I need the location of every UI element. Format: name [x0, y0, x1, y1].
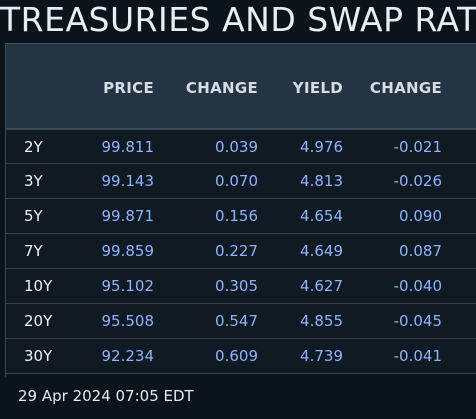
price-change-value: 0.070: [215, 172, 258, 190]
price-value: 99.871: [101, 207, 155, 225]
table-body: 2Y 99.811 0.039 4.976 -0.021 3Y 99.143 0…: [6, 129, 476, 374]
column-header-price: PRICE: [103, 79, 154, 97]
yield-value: 4.627: [300, 277, 343, 295]
table-row: 30Y 92.234 0.609 4.739 -0.041: [6, 339, 476, 374]
price-value: 99.143: [101, 172, 155, 190]
price-change-value: 0.156: [215, 207, 258, 225]
price-value: 99.859: [101, 242, 155, 260]
yield-value: 4.649: [300, 242, 343, 260]
yield-value: 4.654: [300, 207, 343, 225]
yield-change-value: -0.021: [393, 138, 442, 156]
price-value: 92.234: [101, 347, 155, 365]
tenor-label: 30Y: [24, 347, 53, 365]
price-change-value: 0.039: [215, 138, 258, 156]
price-value: 95.508: [101, 312, 155, 330]
price-change-value: 0.609: [215, 347, 258, 365]
yield-value: 4.855: [300, 312, 343, 330]
timestamp: 29 Apr 2024 07:05 EDT: [18, 387, 194, 405]
table-header: PRICE CHANGE YIELD CHANGE: [6, 43, 476, 129]
price-change-value: 0.305: [215, 277, 258, 295]
price-change-value: 0.547: [215, 312, 258, 330]
yield-value: 4.739: [300, 347, 343, 365]
yield-value: 4.813: [300, 172, 343, 190]
column-header-yield: YIELD: [292, 79, 343, 97]
table-row: 5Y 99.871 0.156 4.654 0.090: [6, 199, 476, 234]
yield-change-value: -0.040: [393, 277, 442, 295]
yield-value: 4.976: [300, 138, 343, 156]
tenor-label: 7Y: [24, 242, 43, 260]
rates-table: PRICE CHANGE YIELD CHANGE 2Y 99.811 0.03…: [5, 43, 476, 377]
table-row: 10Y 95.102 0.305 4.627 -0.040: [6, 269, 476, 304]
column-header-yield-change: CHANGE: [369, 79, 442, 97]
table-row: 7Y 99.859 0.227 4.649 0.087: [6, 234, 476, 269]
table-row: 20Y 95.508 0.547 4.855 -0.045: [6, 304, 476, 339]
yield-change-value: 0.090: [399, 207, 442, 225]
yield-change-value: -0.045: [393, 312, 442, 330]
price-value: 99.811: [101, 138, 155, 156]
column-header-price-change: CHANGE: [185, 79, 258, 97]
tenor-label: 2Y: [24, 138, 43, 156]
table-row: 2Y 99.811 0.039 4.976 -0.021: [6, 129, 476, 164]
price-value: 95.102: [101, 277, 155, 295]
yield-change-value: -0.041: [393, 347, 442, 365]
page-title: TREASURIES AND SWAP RAT: [0, 0, 476, 39]
price-change-value: 0.227: [215, 242, 258, 260]
yield-change-value: 0.087: [399, 242, 442, 260]
tenor-label: 10Y: [24, 277, 53, 295]
tenor-label: 3Y: [24, 172, 43, 190]
tenor-label: 5Y: [24, 207, 43, 225]
tenor-label: 20Y: [24, 312, 53, 330]
yield-change-value: -0.026: [393, 172, 442, 190]
table-row: 3Y 99.143 0.070 4.813 -0.026: [6, 164, 476, 199]
